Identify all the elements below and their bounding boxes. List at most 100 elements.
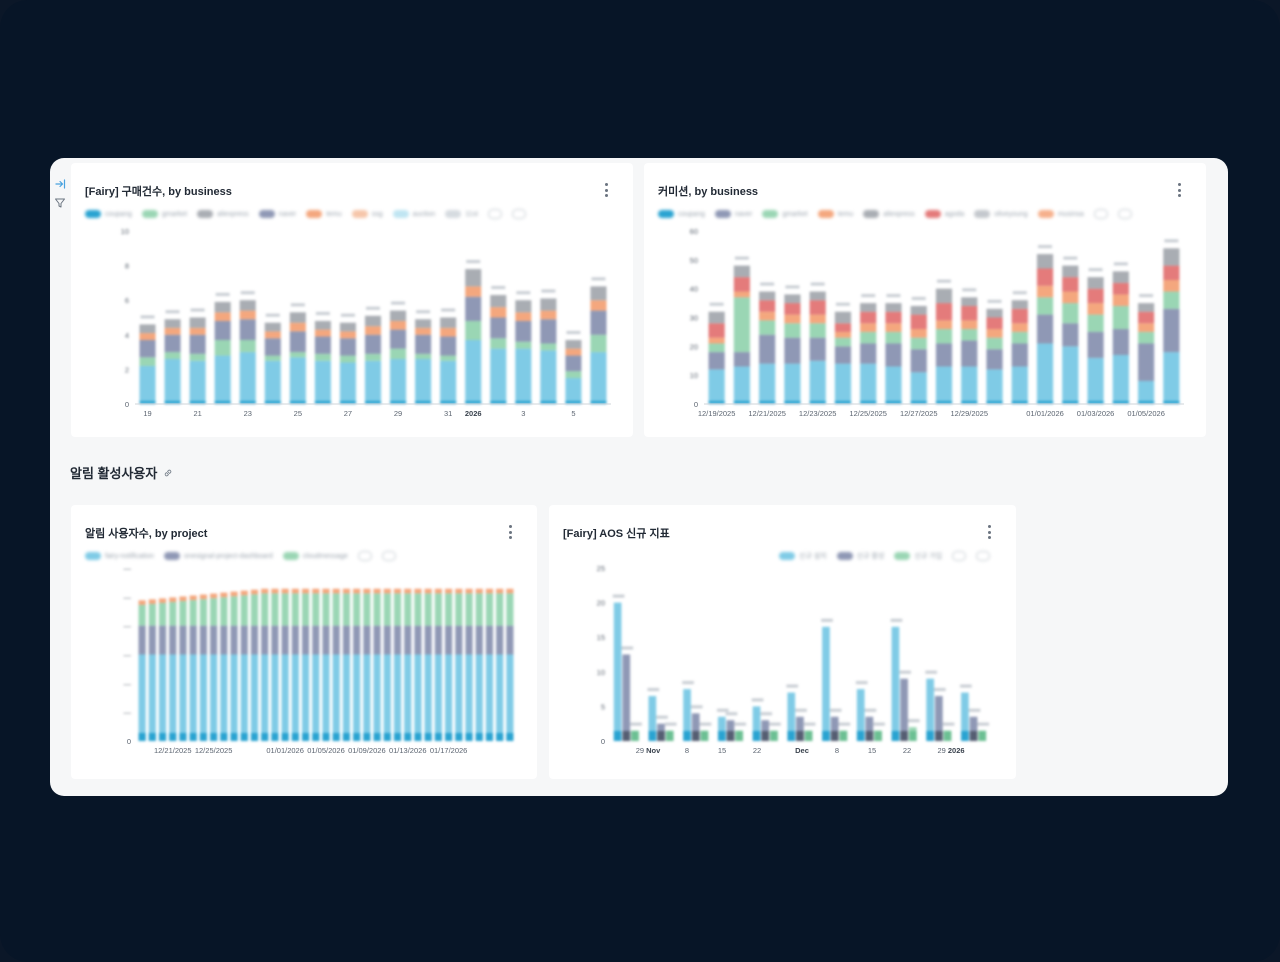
bar-segment[interactable] xyxy=(353,625,361,655)
bar-segment[interactable] xyxy=(496,588,504,594)
bar-segment[interactable] xyxy=(1011,331,1028,344)
bar-segment[interactable] xyxy=(314,320,331,330)
bar[interactable] xyxy=(891,626,900,741)
bar-segment[interactable] xyxy=(1138,343,1155,381)
legend-item[interactable]: auction xyxy=(392,210,435,218)
bar-segment[interactable] xyxy=(169,625,177,655)
bar-segment[interactable] xyxy=(1112,282,1129,295)
bar-segment[interactable] xyxy=(220,597,228,626)
bar-segment[interactable] xyxy=(322,654,330,742)
bar-segment[interactable] xyxy=(910,329,927,338)
bar-segment[interactable] xyxy=(1138,311,1155,324)
bar-segment[interactable] xyxy=(733,352,750,367)
bar-segment[interactable] xyxy=(986,308,1003,318)
bar-segment[interactable] xyxy=(733,265,750,278)
bar-segment[interactable] xyxy=(860,323,877,332)
bar[interactable] xyxy=(926,678,935,741)
bar-segment[interactable] xyxy=(910,372,927,404)
bar-segment[interactable] xyxy=(485,654,494,742)
bar-segment[interactable] xyxy=(339,331,356,339)
bar-segment[interactable] xyxy=(404,588,412,594)
bar-segment[interactable] xyxy=(445,588,453,594)
legend-item[interactable]: musinsa xyxy=(1037,210,1084,218)
bar-segment[interactable] xyxy=(139,324,156,334)
bar-segment[interactable] xyxy=(220,654,228,742)
bar-segment[interactable] xyxy=(506,625,514,655)
bar-segment[interactable] xyxy=(210,598,218,626)
legend-item[interactable]: fairy-notification xyxy=(85,552,154,560)
bar-segment[interactable] xyxy=(515,312,532,321)
bar-segment[interactable] xyxy=(415,334,432,354)
bar-segment[interactable] xyxy=(214,355,231,404)
bar-segment[interactable] xyxy=(475,654,483,742)
bar-segment[interactable] xyxy=(465,593,473,626)
bar-segment[interactable] xyxy=(708,337,725,344)
bar-segment[interactable] xyxy=(373,625,381,655)
bar[interactable] xyxy=(648,696,657,741)
bar[interactable] xyxy=(900,678,908,741)
bar-segment[interactable] xyxy=(935,329,953,344)
bar-segment[interactable] xyxy=(301,625,310,655)
bar-segment[interactable] xyxy=(414,625,422,655)
legend-next-button[interactable] xyxy=(1117,209,1132,219)
bar-segment[interactable] xyxy=(490,348,507,404)
bar-segment[interactable] xyxy=(342,593,351,626)
bar-segment[interactable] xyxy=(490,295,507,308)
legend-item[interactable]: onesignal-project-dashboard xyxy=(164,552,273,560)
bar-segment[interactable] xyxy=(250,589,259,595)
bar-segment[interactable] xyxy=(784,337,801,364)
legend-item[interactable]: ssg xyxy=(351,210,383,218)
bar-segment[interactable] xyxy=(485,593,494,626)
bar-segment[interactable] xyxy=(424,588,432,594)
bar-segment[interactable] xyxy=(440,355,457,361)
bar-segment[interactable] xyxy=(363,625,371,655)
bar-segment[interactable] xyxy=(214,339,231,356)
bar-segment[interactable] xyxy=(239,319,256,340)
bar-segment[interactable] xyxy=(1087,277,1104,289)
bar-segment[interactable] xyxy=(179,654,187,742)
bar-segment[interactable] xyxy=(961,340,978,367)
bar-segment[interactable] xyxy=(515,320,532,342)
bar-segment[interactable] xyxy=(264,360,281,404)
bar-segment[interactable] xyxy=(590,352,607,404)
bar-segment[interactable] xyxy=(590,300,607,311)
legend-item[interactable]: 신규 설치 xyxy=(779,551,827,561)
legend-item[interactable]: aliexpress xyxy=(197,210,249,218)
bar-segment[interactable] xyxy=(271,593,279,626)
bar-segment[interactable] xyxy=(440,317,457,328)
bar-segment[interactable] xyxy=(759,311,776,321)
bar-segment[interactable] xyxy=(784,294,801,304)
bar-segment[interactable] xyxy=(445,593,453,626)
bar-segment[interactable] xyxy=(353,593,361,626)
bar-segment[interactable] xyxy=(986,329,1003,338)
bar-segment[interactable] xyxy=(390,320,407,330)
bar-segment[interactable] xyxy=(314,353,331,361)
bar-segment[interactable] xyxy=(490,317,507,339)
bar-segment[interactable] xyxy=(169,602,177,626)
bar-segment[interactable] xyxy=(809,314,826,324)
bar-segment[interactable] xyxy=(809,291,826,301)
bar-segment[interactable] xyxy=(733,366,750,404)
bar-segment[interactable] xyxy=(1112,294,1129,306)
bar-segment[interactable] xyxy=(239,300,256,311)
bar-segment[interactable] xyxy=(809,323,826,338)
bar-segment[interactable] xyxy=(240,654,248,742)
bar-segment[interactable] xyxy=(281,625,289,655)
bar-segment[interactable] xyxy=(1087,288,1104,304)
bar-segment[interactable] xyxy=(440,360,457,404)
bar-segment[interactable] xyxy=(214,312,231,321)
bar-segment[interactable] xyxy=(1036,268,1054,286)
bar-segment[interactable] xyxy=(138,654,146,742)
bar-segment[interactable] xyxy=(910,314,927,330)
bar-segment[interactable] xyxy=(565,371,582,379)
bar-segment[interactable] xyxy=(240,590,248,596)
legend-item[interactable]: 11st xyxy=(445,210,478,218)
bar-segment[interactable] xyxy=(440,336,457,356)
bar-segment[interactable] xyxy=(230,591,238,597)
bar-segment[interactable] xyxy=(496,654,504,742)
bar-segment[interactable] xyxy=(961,329,978,341)
bar-segment[interactable] xyxy=(1062,303,1079,324)
bar-segment[interactable] xyxy=(565,339,582,349)
bar-segment[interactable] xyxy=(885,366,902,404)
bar-segment[interactable] xyxy=(1087,331,1104,358)
